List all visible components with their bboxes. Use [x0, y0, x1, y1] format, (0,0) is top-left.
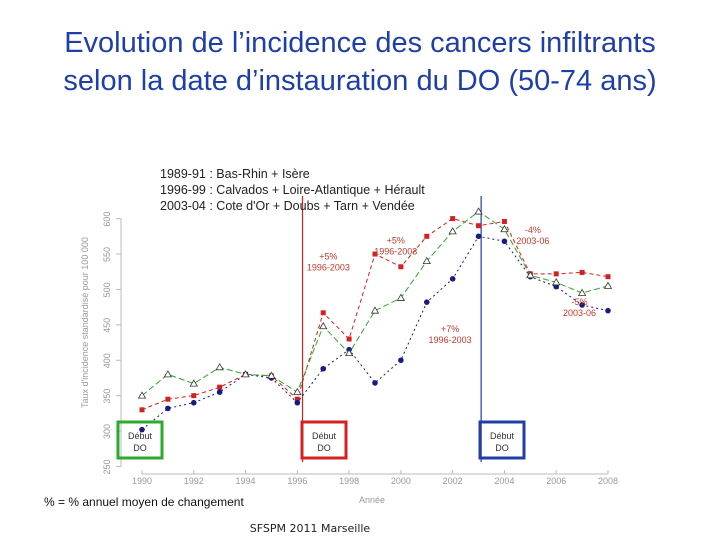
data-point-triangle [396, 293, 406, 301]
data-point-circle [165, 405, 171, 412]
change-annotation-period: 1996-2003 [374, 246, 417, 256]
data-point-triangle [215, 363, 224, 371]
x-tick-label: 1994 [236, 476, 256, 486]
debut-do-box-label: DO [495, 443, 509, 453]
change-annotation-period: 2003-06 [516, 236, 549, 246]
data-point-circle [423, 299, 430, 305]
data-point-triangle [474, 207, 483, 215]
slide-title: Evolution de l’incidence des cancers inf… [0, 24, 720, 100]
data-point-circle [372, 380, 378, 386]
data-point-triangle [370, 306, 380, 314]
change-annotation-value: -5% [572, 297, 588, 307]
x-tick-label: 2002 [443, 476, 463, 486]
change-annotation-period: 2003-06 [563, 308, 596, 318]
debut-do-box [300, 420, 348, 460]
legend-entry: 1989-91 : Bas-Rhin + Isère [160, 167, 310, 181]
y-tick-label: 350 [102, 389, 112, 404]
change-annotation-value: +5% [319, 252, 337, 262]
y-tick-label: 550 [102, 247, 112, 262]
footnote: % = % annuel moyen de changement [44, 495, 244, 509]
data-point-square [139, 407, 145, 413]
x-tick-label: 1998 [339, 476, 359, 486]
data-point-circle [190, 399, 197, 406]
x-tick-label: 2004 [494, 476, 514, 486]
debut-do-box [116, 420, 164, 460]
data-point-circle [501, 238, 508, 245]
data-point-triangle [319, 321, 328, 330]
change-annotation-value: +7% [441, 324, 459, 334]
data-point-triangle [500, 224, 509, 233]
data-point-circle [475, 233, 482, 240]
x-tick-label: 2000 [391, 476, 411, 486]
y-tick-label: 300 [102, 424, 112, 439]
data-point-square [191, 393, 197, 399]
change-annotation-period: 1996-2003 [307, 263, 350, 273]
data-point-square [501, 218, 507, 224]
x-tick-label: 1992 [184, 476, 204, 486]
data-point-triangle [552, 278, 561, 286]
data-point-circle [216, 389, 223, 395]
data-point-triangle [189, 379, 198, 387]
data-point-square [579, 269, 585, 275]
change-annotation-value: +5% [387, 235, 405, 245]
debut-do-box-label: Début [312, 431, 337, 441]
data-point-triangle [163, 370, 173, 378]
debut-do-box [478, 420, 526, 460]
data-point-square [476, 223, 482, 229]
y-tick-label: 400 [102, 353, 112, 368]
x-tick-label: 1996 [287, 476, 307, 486]
debut-do-box-label: DO [133, 443, 147, 453]
change-annotation-value: -4% [525, 225, 541, 235]
y-tick-label: 450 [102, 318, 112, 333]
footer: SFSPM 2011 Marseille [249, 522, 371, 535]
x-tick-label: 2008 [598, 476, 618, 486]
change-annotation-period: 1996-2003 [429, 335, 472, 345]
data-point-square [372, 251, 378, 257]
data-point-circle [398, 357, 404, 364]
x-tick-label: 1990 [132, 476, 152, 486]
data-point-square [605, 274, 611, 280]
data-point-triangle [137, 391, 147, 399]
data-point-triangle [448, 227, 457, 235]
data-point-circle [139, 426, 145, 433]
data-point-square [165, 396, 171, 402]
debut-do-box-label: Début [490, 431, 515, 441]
x-tick-label: 2006 [546, 476, 566, 486]
data-point-square [450, 216, 456, 222]
data-point-triangle [241, 370, 250, 378]
y-tick-label: 600 [102, 212, 112, 227]
data-point-square [320, 310, 326, 316]
data-point-circle [579, 302, 585, 308]
debut-do-box-label: DO [317, 443, 331, 453]
data-point-triangle [526, 270, 535, 279]
data-point-square [294, 396, 300, 402]
data-point-triangle [577, 288, 587, 296]
y-tick-label: 250 [102, 459, 112, 474]
legend-entry: 2003-04 : Cote d'Or + Doubs + Tarn + Ven… [160, 199, 415, 213]
data-point-square [217, 384, 223, 390]
legend-entry: 1996-99 : Calvados + Loire-Atlantique + … [160, 183, 425, 197]
data-point-square [553, 271, 559, 277]
title-line-1: Evolution de l’incidence des cancers inf… [64, 27, 656, 59]
data-point-circle [605, 307, 611, 314]
data-point-square [346, 336, 352, 342]
data-point-circle [320, 365, 327, 372]
y-axis-label: Taux d'incidence standardisé pour 100 00… [80, 237, 90, 408]
title-line-2: selon la date d’instauration du DO (50-7… [63, 65, 657, 97]
data-point-triangle [603, 281, 613, 289]
data-point-triangle [344, 348, 354, 357]
data-point-square [398, 264, 404, 270]
x-axis-label: Année [359, 495, 385, 505]
data-point-square [424, 233, 430, 239]
data-point-triangle [293, 387, 302, 396]
data-point-triangle [422, 256, 431, 265]
series-line [141, 235, 609, 430]
y-tick-label: 500 [102, 282, 112, 297]
data-point-circle [449, 276, 456, 282]
legend: 1989-91 : Bas-Rhin + Isère 1996-99 : Cal… [160, 166, 425, 214]
data-point-triangle [267, 371, 276, 379]
data-point-circle [294, 399, 301, 406]
debut-do-box-label: Début [128, 431, 153, 441]
